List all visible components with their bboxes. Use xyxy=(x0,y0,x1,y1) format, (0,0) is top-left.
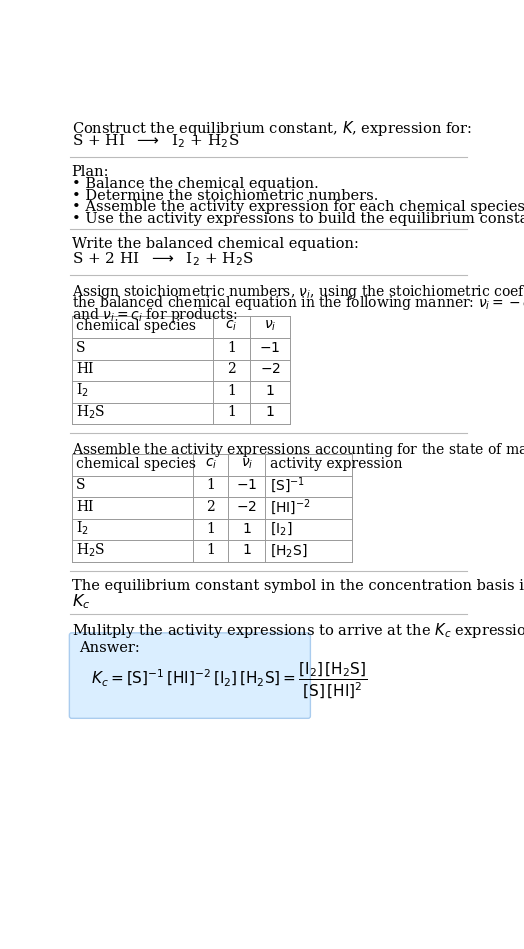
Text: Assemble the activity expressions accounting for the state of matter and $\nu_i$: Assemble the activity expressions accoun… xyxy=(72,441,524,459)
Text: $1$: $1$ xyxy=(242,522,252,535)
Text: chemical species: chemical species xyxy=(77,456,196,471)
Text: $\nu_i$: $\nu_i$ xyxy=(241,456,253,471)
Text: $K_c = [\mathrm{S}]^{-1}\,[\mathrm{HI}]^{-2}\,[\mathrm{I_2}]\,[\mathrm{H_2S}] = : $K_c = [\mathrm{S}]^{-1}\,[\mathrm{HI}]^… xyxy=(91,660,367,699)
Text: I$_2$: I$_2$ xyxy=(77,520,89,537)
Text: H$_2$S: H$_2$S xyxy=(77,542,106,559)
Text: 1: 1 xyxy=(206,543,215,557)
Text: • Use the activity expressions to build the equilibrium constant expression.: • Use the activity expressions to build … xyxy=(72,212,524,226)
Text: Assign stoichiometric numbers, $\nu_i$, using the stoichiometric coefficients, $: Assign stoichiometric numbers, $\nu_i$, … xyxy=(72,283,524,301)
Text: I$_2$: I$_2$ xyxy=(77,382,89,400)
Text: Answer:: Answer: xyxy=(80,642,140,656)
Text: and $\nu_i = c_i$ for products:: and $\nu_i = c_i$ for products: xyxy=(72,306,237,324)
Text: $c_i$: $c_i$ xyxy=(225,319,237,333)
Text: • Determine the stoichiometric numbers.: • Determine the stoichiometric numbers. xyxy=(72,189,378,202)
Text: $-1$: $-1$ xyxy=(236,478,257,493)
Text: $-1$: $-1$ xyxy=(259,341,281,355)
Text: $[\mathrm{H_2S}]$: $[\mathrm{H_2S}]$ xyxy=(270,542,308,559)
Text: HI: HI xyxy=(77,363,94,376)
Text: • Balance the chemical equation.: • Balance the chemical equation. xyxy=(72,177,319,191)
Text: $c_i$: $c_i$ xyxy=(205,456,217,471)
Text: $K_c$: $K_c$ xyxy=(72,592,90,611)
Text: $\nu_i$: $\nu_i$ xyxy=(264,319,276,333)
Text: • Assemble the activity expression for each chemical species.: • Assemble the activity expression for e… xyxy=(72,200,524,214)
Text: S + 2 HI  $\longrightarrow$  I$_2$ + H$_2$S: S + 2 HI $\longrightarrow$ I$_2$ + H$_2$… xyxy=(72,251,254,268)
Text: Plan:: Plan: xyxy=(72,165,109,178)
Text: S: S xyxy=(77,478,86,493)
FancyBboxPatch shape xyxy=(69,633,310,718)
Text: H$_2$S: H$_2$S xyxy=(77,403,106,421)
Text: chemical species: chemical species xyxy=(77,319,196,333)
Text: 2: 2 xyxy=(206,500,215,514)
Text: Construct the equilibrium constant, $K$, expression for:: Construct the equilibrium constant, $K$,… xyxy=(72,120,472,139)
Text: 1: 1 xyxy=(206,478,215,493)
Text: The equilibrium constant symbol in the concentration basis is:: The equilibrium constant symbol in the c… xyxy=(72,579,524,593)
Text: 1: 1 xyxy=(227,341,236,355)
Text: activity expression: activity expression xyxy=(270,456,402,471)
Text: $-2$: $-2$ xyxy=(259,363,280,376)
Text: 1: 1 xyxy=(227,405,236,419)
Text: 2: 2 xyxy=(227,363,236,376)
Text: 1: 1 xyxy=(227,383,236,398)
Text: $1$: $1$ xyxy=(242,543,252,557)
Text: Write the balanced chemical equation:: Write the balanced chemical equation: xyxy=(72,237,358,251)
Text: $[\mathrm{I_2}]$: $[\mathrm{I_2}]$ xyxy=(270,520,292,537)
Text: $1$: $1$ xyxy=(265,405,275,419)
Text: $[\mathrm{HI}]^{-2}$: $[\mathrm{HI}]^{-2}$ xyxy=(270,497,311,517)
Text: Mulitply the activity expressions to arrive at the $K_c$ expression:: Mulitply the activity expressions to arr… xyxy=(72,622,524,641)
Text: 1: 1 xyxy=(206,522,215,535)
Text: $1$: $1$ xyxy=(265,383,275,398)
Text: HI: HI xyxy=(77,500,94,514)
Text: S + HI  $\longrightarrow$  I$_2$ + H$_2$S: S + HI $\longrightarrow$ I$_2$ + H$_2$S xyxy=(72,132,239,150)
Text: S: S xyxy=(77,341,86,355)
Text: the balanced chemical equation in the following manner: $\nu_i = -c_i$ for react: the balanced chemical equation in the fo… xyxy=(72,294,524,312)
Text: $-2$: $-2$ xyxy=(236,500,257,514)
Text: $[\mathrm{S}]^{-1}$: $[\mathrm{S}]^{-1}$ xyxy=(270,475,305,495)
